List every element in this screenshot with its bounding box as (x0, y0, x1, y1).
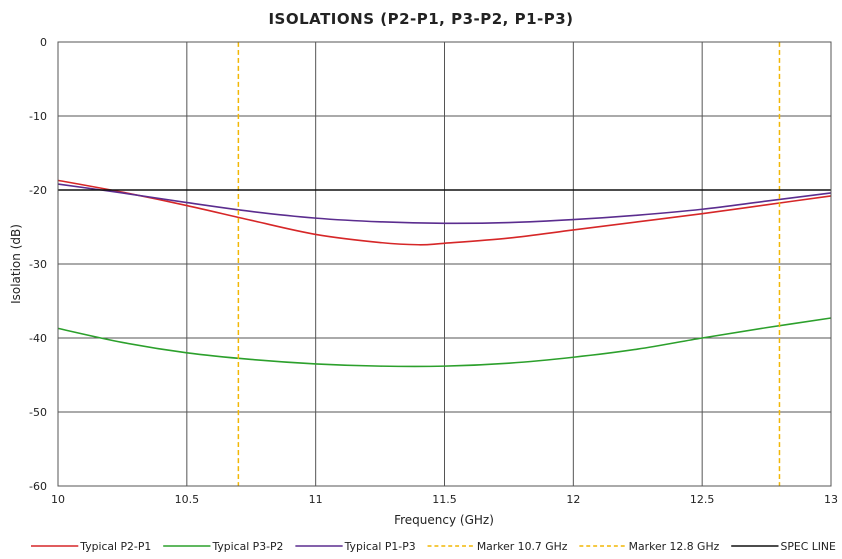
legend-label-marker-10-7-ghz: Marker 10.7 GHz (477, 540, 568, 553)
x-axis-label: Frequency (GHz) (394, 513, 494, 527)
series-layer (57, 42, 832, 486)
legend: Typical P2-P1 Typical P3-P2 Typical P1-P3 M… (30, 540, 836, 553)
chart-title: ISOLATIONS (P2-P1, P3-P2, P1-P3) (268, 10, 573, 28)
series-line-typical-p1-p3 (57, 183, 832, 225)
y-axis-label: Isolation (dB) (9, 224, 23, 304)
y-tick-label: -30 (29, 258, 47, 271)
x-tick-label: 13 (824, 493, 838, 506)
grid (57, 41, 832, 487)
legend-label-typical-p1-p3: Typical P1-P3 (344, 540, 416, 553)
x-tick-labels: 10 10.5 11 11.5 12 12.5 13 (51, 493, 838, 506)
y-tick-label: -20 (29, 184, 47, 197)
y-tick-label: -50 (29, 406, 47, 419)
series-line-typical-p2-p1 (57, 179, 832, 246)
legend-label-typical-p2-p1: Typical P2-P1 (79, 540, 151, 553)
x-tick-label: 12 (566, 493, 580, 506)
x-tick-label: 11 (309, 493, 323, 506)
y-tick-label: -40 (29, 332, 47, 345)
y-tick-labels: 0 -10 -20 -30 -40 -50 -60 (29, 36, 47, 493)
series-line-typical-p3-p2 (57, 317, 832, 368)
x-tick-label: 12.5 (690, 493, 715, 506)
x-tick-label: 11.5 (432, 493, 457, 506)
plot-frame (57, 41, 832, 487)
x-tick-label: 10 (51, 493, 65, 506)
y-tick-label: -60 (29, 480, 47, 493)
y-tick-label: -10 (29, 110, 47, 123)
legend-label-marker-12-8-ghz: Marker 12.8 GHz (629, 540, 720, 553)
legend-label-typical-p3-p2: Typical P3-P2 (211, 540, 283, 553)
x-tick-label: 10.5 (175, 493, 200, 506)
y-tick-label: 0 (40, 36, 47, 49)
legend-label-spec-line: SPEC LINE (780, 540, 836, 553)
